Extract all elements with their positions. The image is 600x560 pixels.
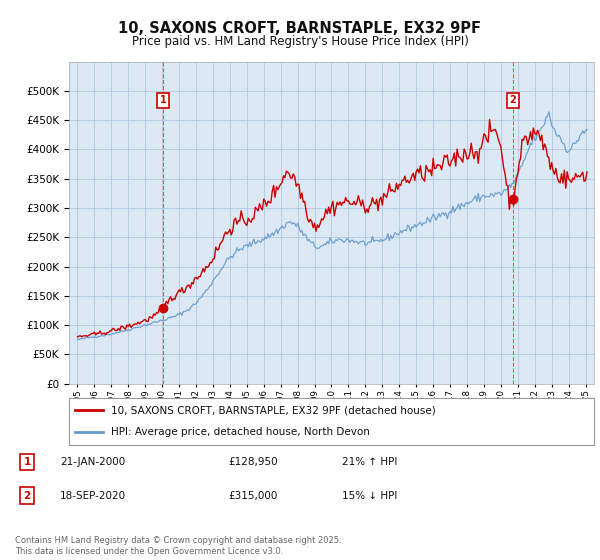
Text: Price paid vs. HM Land Registry's House Price Index (HPI): Price paid vs. HM Land Registry's House … bbox=[131, 35, 469, 48]
Text: 18-SEP-2020: 18-SEP-2020 bbox=[60, 491, 126, 501]
Text: 1: 1 bbox=[160, 95, 166, 105]
Text: 2: 2 bbox=[23, 491, 31, 501]
Text: £128,950: £128,950 bbox=[228, 457, 278, 467]
Text: 21-JAN-2000: 21-JAN-2000 bbox=[60, 457, 125, 467]
Text: 10, SAXONS CROFT, BARNSTAPLE, EX32 9PF: 10, SAXONS CROFT, BARNSTAPLE, EX32 9PF bbox=[119, 21, 482, 36]
Text: HPI: Average price, detached house, North Devon: HPI: Average price, detached house, Nort… bbox=[111, 427, 370, 437]
Text: £315,000: £315,000 bbox=[228, 491, 277, 501]
Text: 21% ↑ HPI: 21% ↑ HPI bbox=[342, 457, 397, 467]
Text: 10, SAXONS CROFT, BARNSTAPLE, EX32 9PF (detached house): 10, SAXONS CROFT, BARNSTAPLE, EX32 9PF (… bbox=[111, 405, 436, 416]
Text: 2: 2 bbox=[509, 95, 517, 105]
Text: 1: 1 bbox=[23, 457, 31, 467]
Text: Contains HM Land Registry data © Crown copyright and database right 2025.
This d: Contains HM Land Registry data © Crown c… bbox=[15, 536, 341, 556]
Text: 15% ↓ HPI: 15% ↓ HPI bbox=[342, 491, 397, 501]
